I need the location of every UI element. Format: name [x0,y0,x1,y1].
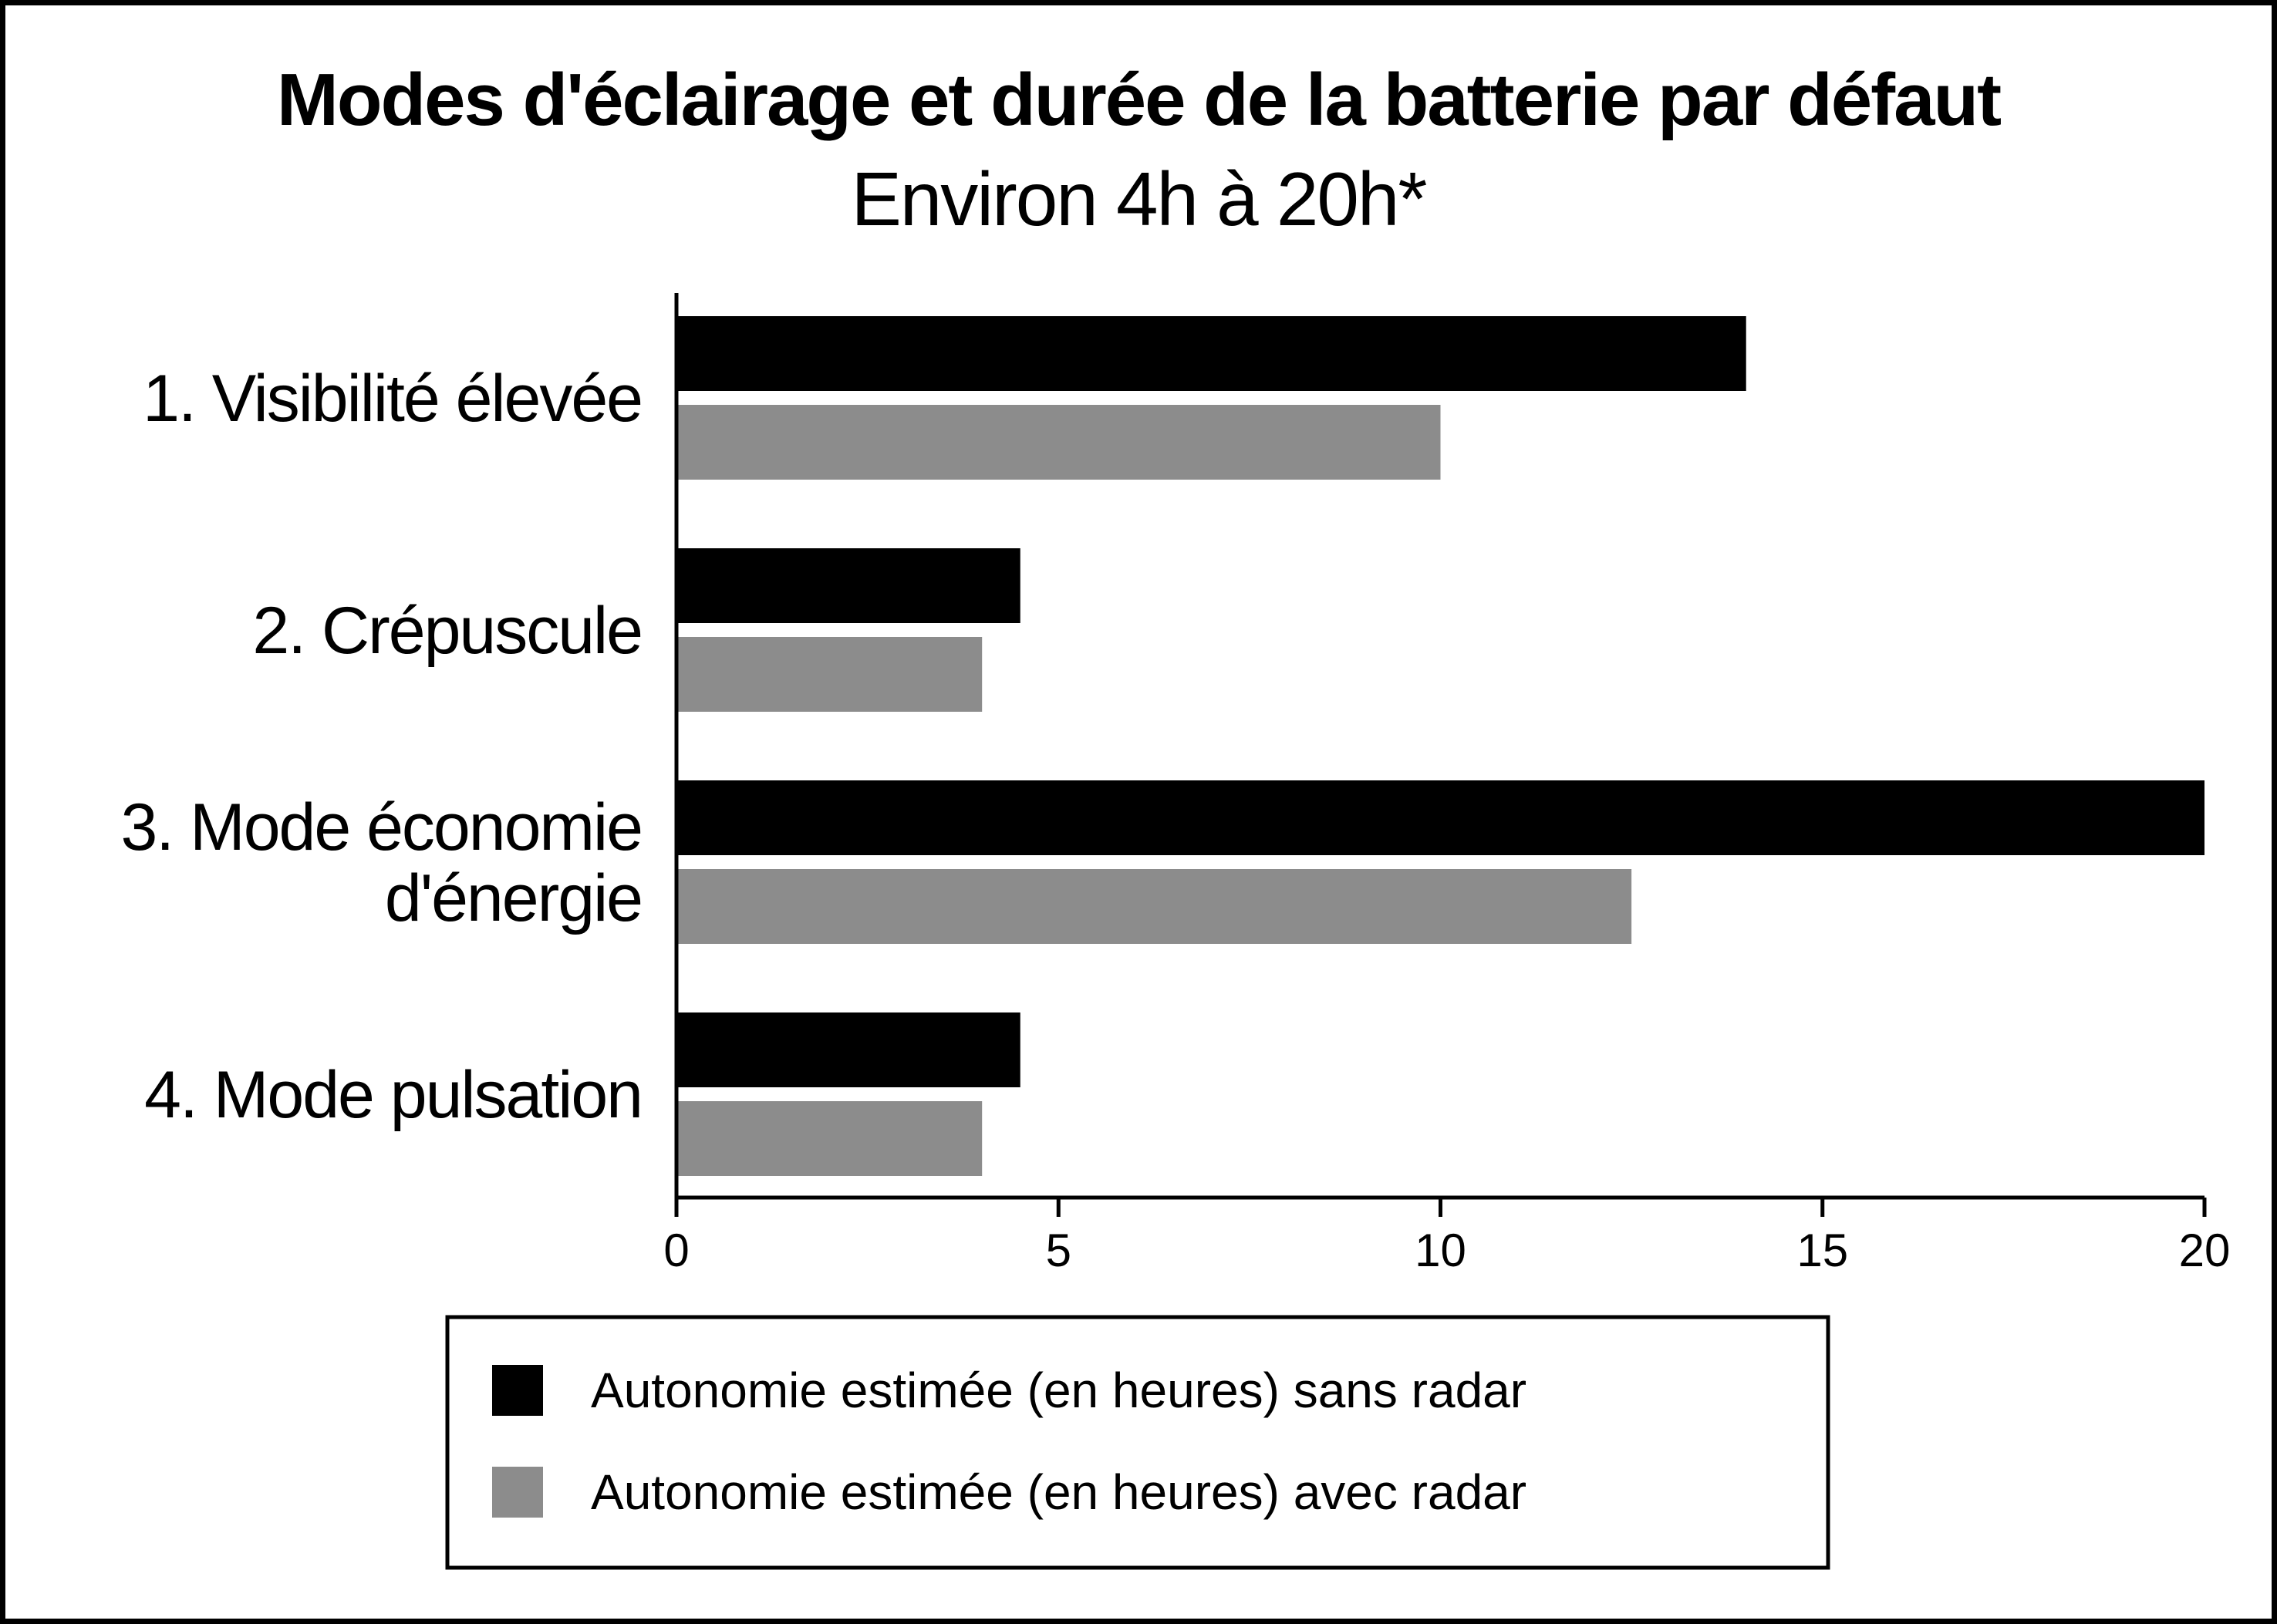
x-tick-label-20: 20 [2179,1225,2231,1276]
legend-box [445,1315,1830,1570]
x-tick-label-10: 10 [1415,1225,1466,1276]
legend-swatch-avec-radar [492,1467,543,1518]
x-tick-label-15: 15 [1796,1225,1848,1276]
legend-label-avec-radar: Autonomie estimée (en heures) avec radar [591,1464,1526,1520]
bars-group [676,316,2204,1176]
legend: Autonomie estimée (en heures) sans radar… [445,1315,1830,1570]
x-tick-label-0: 0 [663,1225,689,1276]
category-label-2: 2. Crépuscule [252,594,642,668]
bar-avec-radar-4 [676,1101,983,1176]
category-label-1: 1. Visibilité élevée [143,362,642,436]
bar-sans-radar-4 [676,1012,1020,1087]
chart-subtitle: Environ 4h à 20h* [851,157,1426,241]
legend-label-sans-radar: Autonomie estimée (en heures) sans radar [591,1363,1526,1418]
bar-sans-radar-1 [676,316,1746,391]
bar-sans-radar-3 [676,780,2204,855]
bar-avec-radar-2 [676,637,983,712]
x-tick-label-5: 5 [1046,1225,1071,1276]
category-label-3-line-2: d'énergie [385,861,642,935]
x-axis-ticks: 0 5 10 15 20 [663,1198,2230,1276]
bar-avec-radar-1 [676,405,1441,480]
category-label-4: 4. Mode pulsation [144,1058,642,1132]
legend-swatch-sans-radar [492,1365,543,1416]
bar-avec-radar-3 [676,869,1632,944]
bar-sans-radar-2 [676,548,1020,623]
chart-title: Modes d'éclairage et durée de la batteri… [277,59,2001,141]
category-label-3-line-1: 3. Mode économie [120,790,642,864]
category-labels: 1. Visibilité élevée 2. Crépuscule 3. Mode… [120,362,643,1132]
